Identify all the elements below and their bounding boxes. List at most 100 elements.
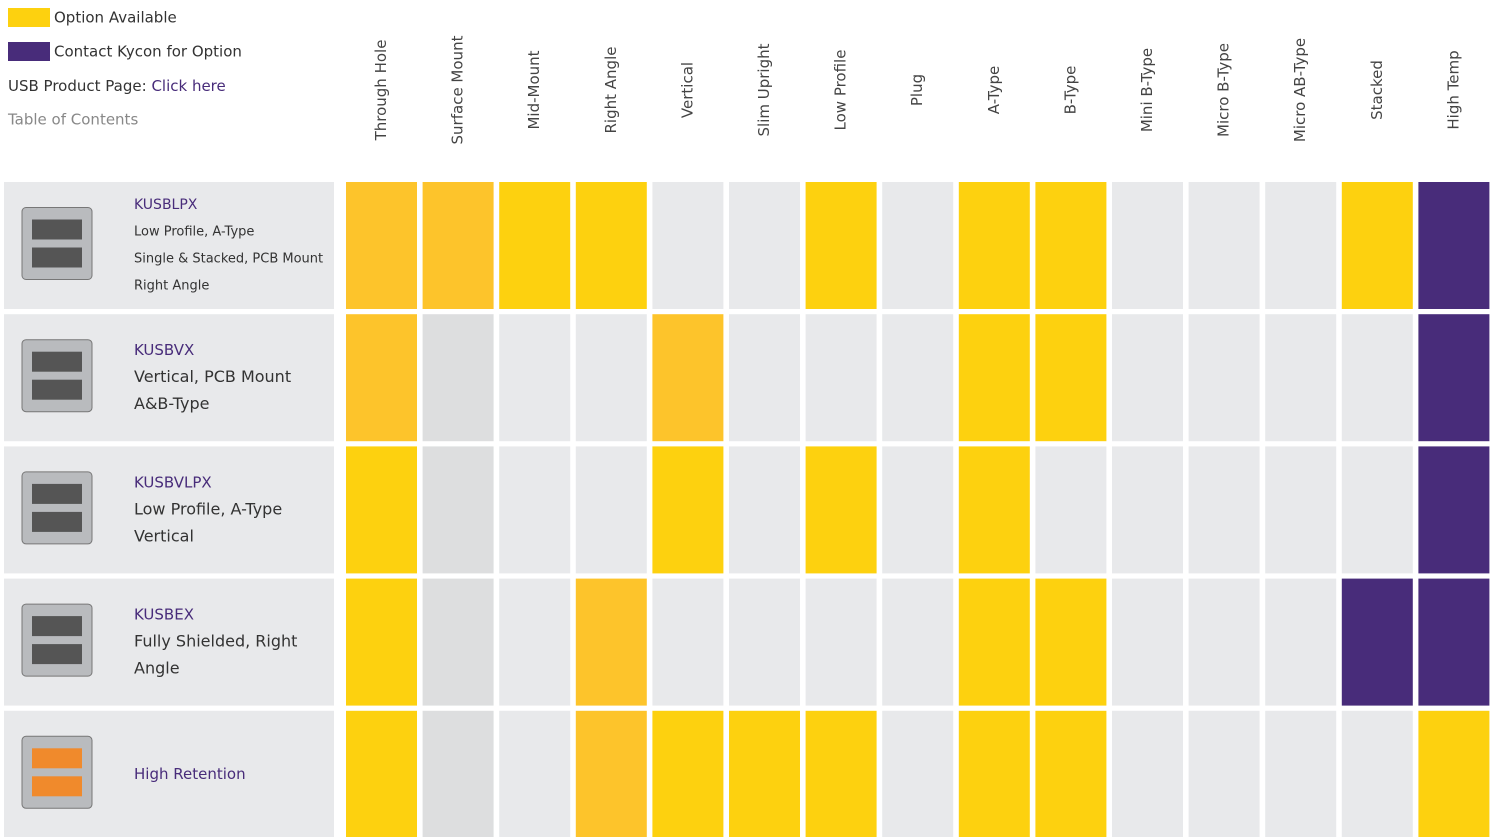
feature-cell bbox=[1418, 314, 1489, 441]
legend-swatch bbox=[8, 42, 50, 61]
feature-cell bbox=[1342, 711, 1413, 837]
product-image bbox=[32, 644, 82, 664]
column-label: Mid-Mount bbox=[525, 50, 543, 129]
feature-cell bbox=[499, 446, 570, 573]
feature-cell bbox=[882, 182, 953, 309]
product-description: Low Profile, A-Type bbox=[134, 225, 254, 240]
legend-label: Option Available bbox=[54, 9, 177, 27]
column-label: Vertical bbox=[678, 62, 696, 118]
column-label: Through Hole bbox=[372, 40, 390, 142]
feature-cell bbox=[652, 314, 723, 441]
product-page: USB Product Page: Click here bbox=[8, 77, 226, 95]
product-name[interactable]: KUSBLPX bbox=[134, 197, 198, 213]
feature-cell bbox=[882, 446, 953, 573]
feature-cell bbox=[959, 314, 1030, 441]
feature-cell bbox=[1112, 711, 1183, 837]
feature-cell bbox=[1342, 446, 1413, 573]
feature-cell bbox=[1265, 182, 1336, 309]
feature-cell bbox=[652, 711, 723, 837]
feature-cell bbox=[959, 711, 1030, 837]
feature-cell bbox=[1035, 314, 1106, 441]
feature-cell bbox=[959, 579, 1030, 706]
feature-cell bbox=[499, 579, 570, 706]
feature-cell bbox=[423, 446, 494, 573]
feature-cell bbox=[1189, 446, 1260, 573]
feature-cell bbox=[1418, 446, 1489, 573]
column-label: Right Angle bbox=[602, 47, 620, 134]
feature-cell bbox=[1418, 579, 1489, 706]
feature-cell bbox=[346, 446, 417, 573]
feature-cell bbox=[423, 579, 494, 706]
feature-cell bbox=[806, 182, 877, 309]
product-description: Low Profile, A-Type bbox=[134, 499, 282, 518]
feature-cell bbox=[1189, 711, 1260, 837]
column-label: Mini B-Type bbox=[1138, 48, 1156, 132]
feature-cell bbox=[1265, 314, 1336, 441]
feature-cell bbox=[1035, 711, 1106, 837]
feature-cell bbox=[346, 314, 417, 441]
feature-cell bbox=[1189, 182, 1260, 309]
product-image bbox=[32, 484, 82, 504]
feature-cell bbox=[1265, 579, 1336, 706]
feature-cell bbox=[729, 579, 800, 706]
feature-cell bbox=[346, 579, 417, 706]
product-name[interactable]: High Retention bbox=[134, 765, 246, 783]
feature-cell bbox=[1112, 182, 1183, 309]
product-name[interactable]: KUSBVX bbox=[134, 341, 194, 359]
product-name[interactable]: KUSBEX bbox=[134, 606, 194, 624]
product-name[interactable]: KUSBVLPX bbox=[134, 473, 212, 491]
feature-cell bbox=[959, 182, 1030, 309]
feature-cell bbox=[1189, 579, 1260, 706]
product-image bbox=[32, 776, 82, 796]
column-label: B-Type bbox=[1061, 66, 1079, 115]
column-label: Micro AB-Type bbox=[1291, 38, 1309, 142]
feature-cell bbox=[576, 446, 647, 573]
feature-cell bbox=[1342, 579, 1413, 706]
feature-cell bbox=[1265, 446, 1336, 573]
legend-swatch bbox=[8, 8, 50, 27]
feature-cell bbox=[576, 314, 647, 441]
feature-cell bbox=[652, 446, 723, 573]
feature-cell bbox=[346, 711, 417, 837]
column-label: Micro B-Type bbox=[1215, 43, 1233, 137]
product-image bbox=[32, 748, 82, 768]
column-label: Stacked bbox=[1368, 60, 1386, 120]
feature-cell bbox=[1418, 182, 1489, 309]
product-image bbox=[32, 380, 82, 400]
feature-cell bbox=[1112, 446, 1183, 573]
feature-cell bbox=[1418, 711, 1489, 837]
feature-cell bbox=[576, 711, 647, 837]
feature-cell bbox=[423, 182, 494, 309]
legend-label: Contact Kycon for Option bbox=[54, 43, 242, 61]
feature-cell bbox=[1342, 314, 1413, 441]
feature-cell bbox=[652, 182, 723, 309]
feature-cell bbox=[652, 579, 723, 706]
product-description: Right Angle bbox=[134, 279, 209, 294]
feature-cell bbox=[1112, 314, 1183, 441]
column-label: Slim Upright bbox=[755, 43, 773, 136]
product-image bbox=[22, 472, 92, 544]
feature-cell bbox=[576, 182, 647, 309]
toc-link[interactable]: Table of Contents bbox=[7, 111, 138, 129]
feature-cell bbox=[423, 314, 494, 441]
feature-cell bbox=[1035, 579, 1106, 706]
feature-cell bbox=[499, 711, 570, 837]
product-image bbox=[22, 340, 92, 412]
feature-cell bbox=[806, 446, 877, 573]
product-image bbox=[32, 352, 82, 372]
feature-cell bbox=[1112, 579, 1183, 706]
product-description: Vertical, PCB Mount bbox=[134, 367, 291, 386]
product-image bbox=[22, 208, 92, 280]
product-image bbox=[32, 220, 82, 240]
product-description: Fully Shielded, Right bbox=[134, 632, 297, 651]
column-label: Surface Mount bbox=[449, 35, 467, 144]
product-description: Single & Stacked, PCB Mount bbox=[134, 252, 323, 267]
feature-cell bbox=[1035, 182, 1106, 309]
feature-cell bbox=[1342, 182, 1413, 309]
product-description: A&B-Type bbox=[134, 394, 209, 413]
feature-cell bbox=[576, 579, 647, 706]
feature-cell bbox=[346, 182, 417, 309]
feature-cell bbox=[1265, 711, 1336, 837]
product-description: Angle bbox=[134, 659, 180, 678]
product-page-link[interactable]: Click here bbox=[151, 77, 225, 95]
